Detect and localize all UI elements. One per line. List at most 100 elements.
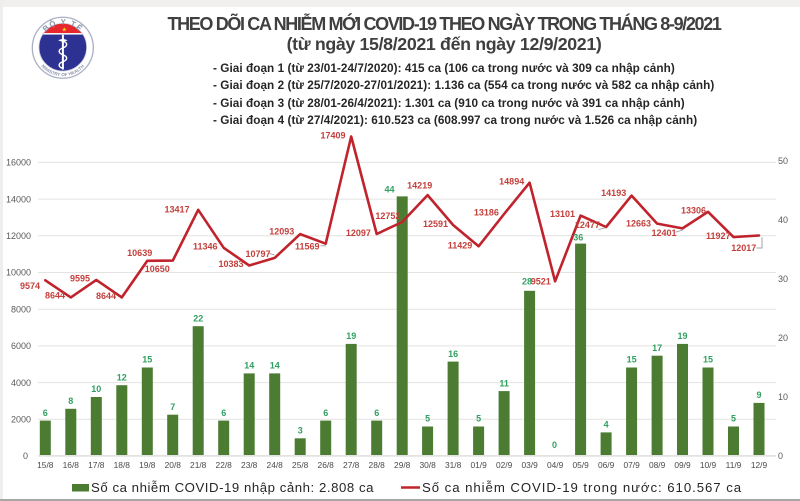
svg-text:06/9: 06/9 — [598, 460, 615, 470]
svg-text:19/8: 19/8 — [139, 460, 156, 470]
svg-text:5: 5 — [476, 414, 481, 424]
svg-text:12017: 12017 — [731, 243, 756, 253]
svg-text:11346: 11346 — [193, 241, 218, 251]
svg-text:20/8: 20/8 — [165, 460, 182, 470]
svg-text:04/9: 04/9 — [547, 460, 564, 470]
svg-text:31/8: 31/8 — [445, 460, 462, 470]
svg-text:12097: 12097 — [346, 228, 371, 238]
svg-text:15: 15 — [627, 355, 637, 365]
svg-text:9: 9 — [756, 390, 761, 400]
svg-text:08/9: 08/9 — [649, 460, 666, 470]
svg-text:12/9: 12/9 — [751, 460, 768, 470]
svg-text:4: 4 — [604, 420, 609, 430]
svg-text:9521: 9521 — [531, 277, 551, 287]
svg-text:14894: 14894 — [499, 176, 524, 186]
svg-text:12752: 12752 — [375, 211, 400, 221]
svg-text:16: 16 — [448, 349, 458, 359]
svg-text:13306: 13306 — [681, 205, 706, 215]
svg-text:★: ★ — [62, 26, 67, 33]
svg-text:6000: 6000 — [11, 341, 31, 351]
svg-text:12401: 12401 — [651, 228, 676, 238]
svg-text:Số ca nhiễm COVID-19 nhập cảnh: Số ca nhiễm COVID-19 nhập cảnh: 2.808 ca — [91, 480, 374, 495]
svg-text:44: 44 — [384, 185, 394, 195]
svg-text:15: 15 — [142, 355, 152, 365]
svg-text:9574: 9574 — [20, 281, 40, 291]
svg-text:0: 0 — [23, 451, 28, 461]
svg-text:14000: 14000 — [6, 194, 31, 204]
svg-text:14219: 14219 — [407, 181, 432, 191]
svg-text:09/9: 09/9 — [674, 460, 691, 470]
svg-text:6: 6 — [323, 408, 328, 418]
svg-text:12477: 12477 — [575, 220, 600, 230]
svg-text:19: 19 — [677, 331, 687, 341]
svg-text:26/8: 26/8 — [318, 460, 335, 470]
svg-text:3: 3 — [298, 426, 303, 436]
svg-text:6: 6 — [221, 408, 226, 418]
svg-text:24/8: 24/8 — [267, 460, 284, 470]
svg-text:6: 6 — [374, 408, 379, 418]
svg-text:12: 12 — [117, 372, 127, 382]
svg-text:03/9: 03/9 — [521, 460, 538, 470]
svg-text:05/9: 05/9 — [572, 460, 589, 470]
svg-text:16000: 16000 — [6, 158, 31, 168]
svg-text:20: 20 — [778, 333, 788, 343]
svg-text:10797: 10797 — [245, 249, 270, 259]
svg-text:12591: 12591 — [423, 219, 448, 229]
svg-text:30/8: 30/8 — [419, 460, 436, 470]
svg-text:8644: 8644 — [45, 291, 65, 301]
svg-text:0: 0 — [778, 451, 783, 461]
svg-text:5: 5 — [731, 414, 736, 424]
svg-text:11927: 11927 — [706, 231, 731, 241]
svg-text:15/8: 15/8 — [37, 460, 54, 470]
svg-text:23/8: 23/8 — [241, 460, 258, 470]
svg-text:10383: 10383 — [218, 259, 243, 269]
svg-text:17: 17 — [652, 343, 662, 353]
svg-text:50: 50 — [778, 156, 788, 166]
svg-text:10: 10 — [778, 392, 788, 402]
svg-text:10: 10 — [91, 384, 101, 394]
svg-text:11569: 11569 — [295, 242, 320, 252]
svg-text:25/8: 25/8 — [292, 460, 309, 470]
svg-text:11/9: 11/9 — [726, 460, 742, 470]
svg-text:9595: 9595 — [70, 274, 90, 284]
svg-text:30: 30 — [778, 274, 788, 284]
svg-text:14: 14 — [270, 361, 280, 371]
svg-text:2000: 2000 — [11, 415, 31, 425]
svg-text:8: 8 — [68, 396, 73, 406]
svg-text:22/8: 22/8 — [216, 460, 233, 470]
svg-text:0: 0 — [552, 440, 557, 450]
svg-text:8000: 8000 — [11, 304, 31, 314]
svg-text:13186: 13186 — [474, 208, 499, 218]
svg-text:29/8: 29/8 — [394, 460, 411, 470]
svg-text:17/8: 17/8 — [88, 460, 105, 470]
svg-text:11: 11 — [499, 378, 509, 388]
svg-text:5: 5 — [425, 414, 430, 424]
svg-text:28: 28 — [522, 277, 532, 287]
svg-text:12093: 12093 — [269, 226, 294, 236]
svg-text:4000: 4000 — [11, 378, 31, 388]
svg-text:11429: 11429 — [448, 241, 473, 251]
svg-text:10000: 10000 — [6, 268, 31, 278]
svg-text:13101: 13101 — [550, 209, 575, 219]
svg-text:10/9: 10/9 — [700, 460, 717, 470]
svg-text:10639: 10639 — [127, 248, 152, 258]
svg-text:19: 19 — [346, 331, 356, 341]
svg-text:12663: 12663 — [626, 219, 651, 229]
svg-text:01/9: 01/9 — [470, 460, 487, 470]
svg-text:36: 36 — [573, 233, 583, 243]
svg-text:10650: 10650 — [145, 264, 170, 274]
svg-text:13417: 13417 — [164, 205, 189, 215]
svg-text:12000: 12000 — [6, 231, 31, 241]
svg-text:22: 22 — [193, 313, 203, 323]
svg-text:Số ca nhiễm COVID-19 trong nướ: Số ca nhiễm COVID-19 trong nước: 610.567… — [422, 480, 742, 495]
svg-text:8644: 8644 — [96, 291, 116, 301]
svg-text:7: 7 — [170, 402, 175, 412]
svg-text:40: 40 — [778, 215, 788, 225]
svg-text:28/8: 28/8 — [369, 460, 386, 470]
svg-text:16/8: 16/8 — [63, 460, 80, 470]
svg-text:17409: 17409 — [320, 131, 345, 141]
svg-text:27/8: 27/8 — [343, 460, 360, 470]
svg-text:18/8: 18/8 — [114, 460, 131, 470]
svg-text:07/9: 07/9 — [623, 460, 640, 470]
svg-text:6: 6 — [43, 408, 48, 418]
